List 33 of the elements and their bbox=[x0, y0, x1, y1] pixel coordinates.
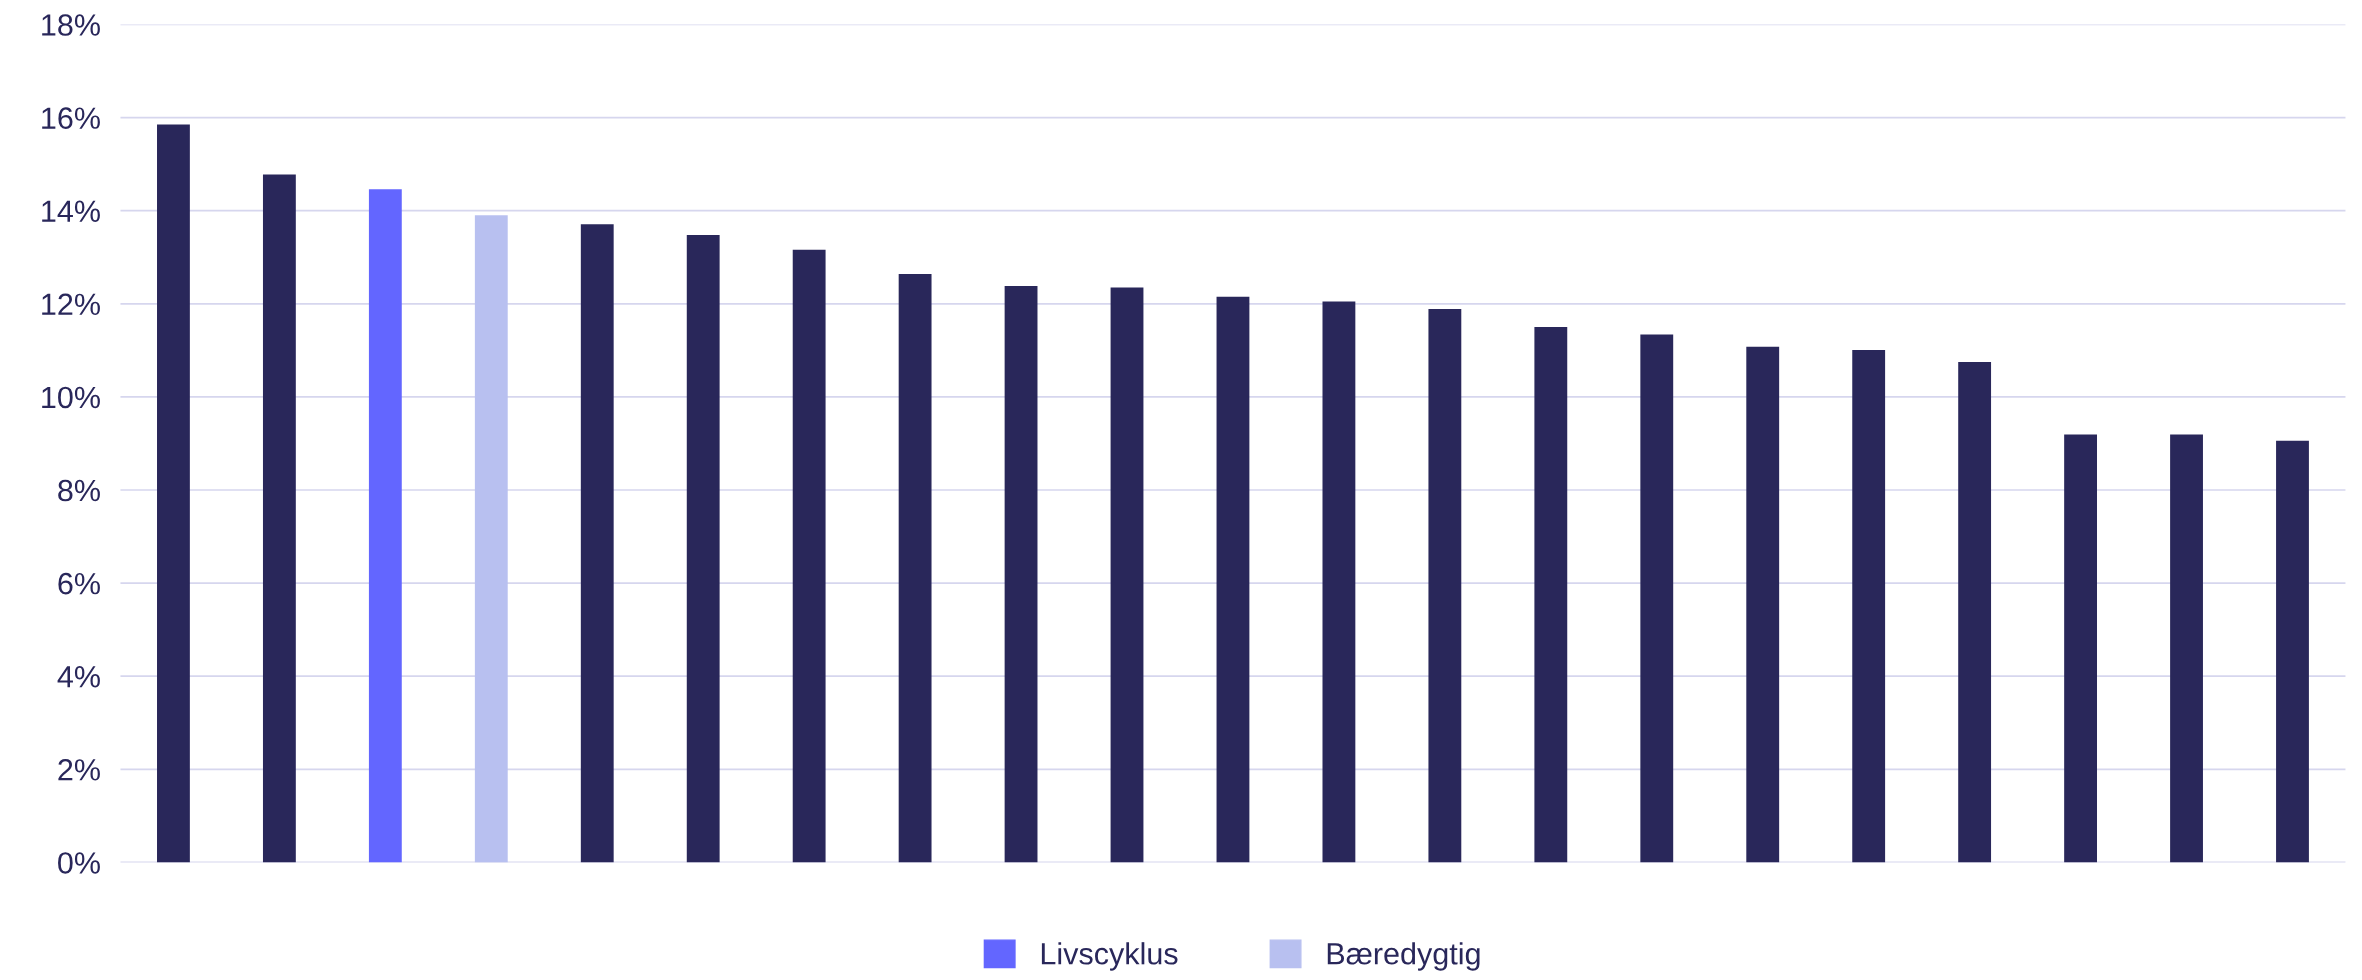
bar bbox=[1852, 349, 1886, 863]
bar bbox=[1322, 301, 1356, 863]
bar bbox=[368, 189, 402, 863]
bar bbox=[1428, 308, 1462, 863]
y-tick-label: 10% bbox=[42, 386, 100, 409]
bar bbox=[1958, 361, 1992, 863]
y-tick-label: 16% bbox=[42, 107, 100, 129]
bar bbox=[1110, 287, 1144, 863]
y-tick-label: 12% bbox=[42, 293, 100, 316]
y-tick-label: 8% bbox=[58, 479, 100, 502]
bar bbox=[2064, 434, 2098, 863]
bar bbox=[2276, 440, 2309, 863]
bar bbox=[792, 249, 826, 863]
bar bbox=[2170, 434, 2203, 863]
bar bbox=[580, 224, 614, 863]
legend-label: Bæredygtig bbox=[1327, 942, 1480, 971]
y-tick-label: 2% bbox=[58, 759, 100, 781]
legend-label: Livscyklus bbox=[1041, 942, 1178, 971]
y-tick-label: 18% bbox=[42, 14, 100, 36]
bar bbox=[1216, 296, 1250, 863]
y-tick-label: 0% bbox=[58, 852, 100, 874]
y-tick-label: 14% bbox=[42, 200, 100, 222]
y-tick-label: 6% bbox=[58, 572, 100, 595]
bar bbox=[1004, 286, 1038, 863]
bar bbox=[898, 274, 932, 863]
bar bbox=[1640, 334, 1674, 863]
bar bbox=[474, 215, 508, 863]
bar bbox=[686, 234, 720, 863]
bar bbox=[262, 174, 296, 863]
bar bbox=[1534, 327, 1568, 863]
bar bbox=[1746, 346, 1780, 863]
bar bbox=[157, 124, 190, 863]
y-tick-label: 4% bbox=[57, 666, 100, 688]
